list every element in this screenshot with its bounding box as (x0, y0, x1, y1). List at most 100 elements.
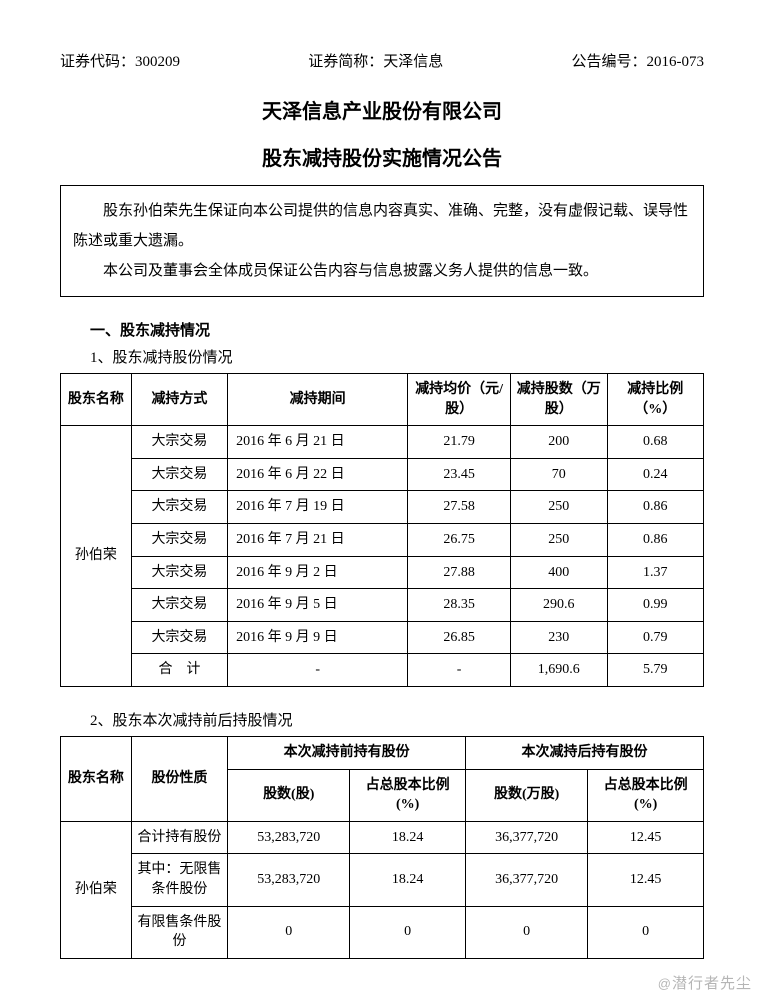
cell-ratio: 0.68 (607, 426, 703, 459)
cell-ratio: 0.86 (607, 491, 703, 524)
header-row: 证券代码：300209 证券简称：天泽信息 公告编号：2016-073 (60, 50, 704, 71)
col2-nature: 股份性质 (131, 736, 227, 821)
cell-b_shares: 0 (228, 906, 350, 958)
cell-b_ratio: 18.24 (350, 821, 466, 854)
short-value: 天泽信息 (383, 54, 443, 70)
total-label: 合 计 (131, 654, 227, 687)
cell-shares: 230 (511, 621, 607, 654)
col-price: 减持均价（元/股） (408, 374, 511, 426)
col-shares: 减持股数（万股） (511, 374, 607, 426)
cell-price: 27.88 (408, 556, 511, 589)
cell-ratio: 0.24 (607, 458, 703, 491)
cell-a_shares: 36,377,720 (466, 854, 588, 906)
company-title: 天泽信息产业股份有限公司 (60, 95, 704, 124)
announcement-title: 股东减持股份实施情况公告 (60, 142, 704, 171)
cell-a_ratio: 12.45 (588, 854, 704, 906)
total-price: - (408, 654, 511, 687)
cell-shares: 290.6 (511, 589, 607, 622)
cell-b_shares: 53,283,720 (228, 821, 350, 854)
statement-p2: 本公司及董事会全体成员保证公告内容与信息披露义务人提供的信息一致。 (73, 256, 691, 286)
statement-box: 股东孙伯荣先生保证向本公司提供的信息内容真实、准确、完整，没有虚假记载、误导性陈… (60, 185, 704, 297)
cell-ratio: 0.79 (607, 621, 703, 654)
code-value: 300209 (135, 54, 180, 70)
col-period: 减持期间 (228, 374, 408, 426)
cell-a_ratio: 0 (588, 906, 704, 958)
table-header-row: 股东名称 减持方式 减持期间 减持均价（元/股） 减持股数（万股） 减持比例（%… (61, 374, 704, 426)
cell-b_ratio: 18.24 (350, 854, 466, 906)
cell-method: 大宗交易 (131, 523, 227, 556)
col2-after: 本次减持后持有股份 (466, 736, 704, 769)
shareholder-cell: 孙伯荣 (61, 426, 132, 687)
cell-method: 大宗交易 (131, 621, 227, 654)
code-block: 证券代码：300209 (60, 50, 180, 71)
cell-method: 大宗交易 (131, 556, 227, 589)
cell-shares: 250 (511, 523, 607, 556)
cell-period: 2016 年 7 月 21 日 (228, 523, 408, 556)
cell-b_shares: 53,283,720 (228, 854, 350, 906)
cell-ratio: 1.37 (607, 556, 703, 589)
cell-period: 2016 年 6 月 22 日 (228, 458, 408, 491)
cell-period: 2016 年 9 月 5 日 (228, 589, 408, 622)
cell-a_shares: 36,377,720 (466, 821, 588, 854)
cell-price: 27.58 (408, 491, 511, 524)
ann-label: 公告编号： (571, 54, 646, 70)
table-row: 其中：无限售条件股份53,283,72018.2436,377,72012.45 (61, 854, 704, 906)
sub-heading-2: 2、股东本次减持前后持股情况 (60, 709, 704, 730)
cell-price: 26.75 (408, 523, 511, 556)
col-method: 减持方式 (131, 374, 227, 426)
table-row: 孙伯荣合计持有股份53,283,72018.2436,377,72012.45 (61, 821, 704, 854)
table-row: 大宗交易2016 年 9 月 2 日27.884001.37 (61, 556, 704, 589)
total-period: - (228, 654, 408, 687)
table-row: 有限售条件股份0000 (61, 906, 704, 958)
table-row: 大宗交易2016 年 9 月 5 日28.35290.60.99 (61, 589, 704, 622)
table-row: 大宗交易2016 年 7 月 19 日27.582500.86 (61, 491, 704, 524)
table-row: 大宗交易2016 年 7 月 21 日26.752500.86 (61, 523, 704, 556)
table-row: 孙伯荣大宗交易2016 年 6 月 21 日21.792000.68 (61, 426, 704, 459)
total-ratio: 5.79 (607, 654, 703, 687)
total-row: 合 计--1,690.65.79 (61, 654, 704, 687)
nature-cell: 合计持有股份 (131, 821, 227, 854)
col2-bratio: 占总股本比例(%) (350, 769, 466, 821)
nature-cell: 有限售条件股份 (131, 906, 227, 958)
table2-header-row1: 股东名称 股份性质 本次减持前持有股份 本次减持后持有股份 (61, 736, 704, 769)
nature-cell: 其中：无限售条件股份 (131, 854, 227, 906)
cell-price: 23.45 (408, 458, 511, 491)
cell-ratio: 0.99 (607, 589, 703, 622)
cell-method: 大宗交易 (131, 426, 227, 459)
col2-aratio: 占总股本比例(%) (588, 769, 704, 821)
ann-block: 公告编号：2016-073 (571, 50, 704, 71)
table-row: 大宗交易2016 年 6 月 22 日23.45700.24 (61, 458, 704, 491)
table-row: 大宗交易2016 年 9 月 9 日26.852300.79 (61, 621, 704, 654)
col-shareholder: 股东名称 (61, 374, 132, 426)
sub-heading-1: 1、股东减持股份情况 (60, 346, 704, 367)
cell-period: 2016 年 7 月 19 日 (228, 491, 408, 524)
col2-bshares: 股数(股) (228, 769, 350, 821)
short-block: 证券简称：天泽信息 (308, 50, 443, 71)
cell-shares: 70 (511, 458, 607, 491)
cell-ratio: 0.86 (607, 523, 703, 556)
cell-period: 2016 年 9 月 9 日 (228, 621, 408, 654)
cell-a_shares: 0 (466, 906, 588, 958)
col2-ashares: 股数(万股) (466, 769, 588, 821)
code-label: 证券代码： (60, 54, 135, 70)
short-label: 证券简称： (308, 54, 383, 70)
cell-price: 21.79 (408, 426, 511, 459)
total-shares: 1,690.6 (511, 654, 607, 687)
cell-b_ratio: 0 (350, 906, 466, 958)
shareholder-cell: 孙伯荣 (61, 821, 132, 958)
cell-method: 大宗交易 (131, 589, 227, 622)
col2-before: 本次减持前持有股份 (228, 736, 466, 769)
cell-method: 大宗交易 (131, 458, 227, 491)
cell-method: 大宗交易 (131, 491, 227, 524)
reduction-table: 股东名称 减持方式 减持期间 减持均价（元/股） 减持股数（万股） 减持比例（%… (60, 373, 704, 687)
cell-shares: 250 (511, 491, 607, 524)
cell-shares: 400 (511, 556, 607, 589)
cell-a_ratio: 12.45 (588, 821, 704, 854)
cell-period: 2016 年 6 月 21 日 (228, 426, 408, 459)
cell-shares: 200 (511, 426, 607, 459)
cell-period: 2016 年 9 月 2 日 (228, 556, 408, 589)
col-ratio: 减持比例（%） (607, 374, 703, 426)
statement-p1: 股东孙伯荣先生保证向本公司提供的信息内容真实、准确、完整，没有虚假记载、误导性陈… (73, 196, 691, 256)
cell-price: 26.85 (408, 621, 511, 654)
col2-shareholder: 股东名称 (61, 736, 132, 821)
